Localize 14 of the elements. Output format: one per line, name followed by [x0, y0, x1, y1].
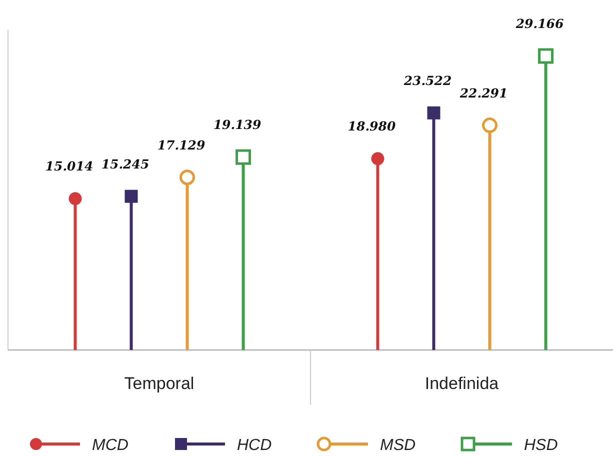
data-label: 18.980	[348, 118, 396, 134]
data-label: 15.014	[45, 158, 94, 174]
legend-label: MSD	[380, 437, 416, 454]
data-label: 17.129	[157, 137, 206, 152]
data-label: 15.245	[101, 156, 150, 172]
data-label: 23.522	[402, 72, 452, 88]
data-label: 22.291	[458, 85, 508, 100]
x-tick-label: Temporal	[124, 374, 194, 393]
legend-label: HSD	[524, 437, 558, 454]
legend-label: HCD	[237, 437, 272, 454]
data-label: 19.139	[213, 117, 262, 132]
x-tick-label: Indefinida	[424, 374, 500, 393]
data-label: 29.166	[514, 16, 564, 31]
legend-label: MCD	[92, 437, 129, 454]
